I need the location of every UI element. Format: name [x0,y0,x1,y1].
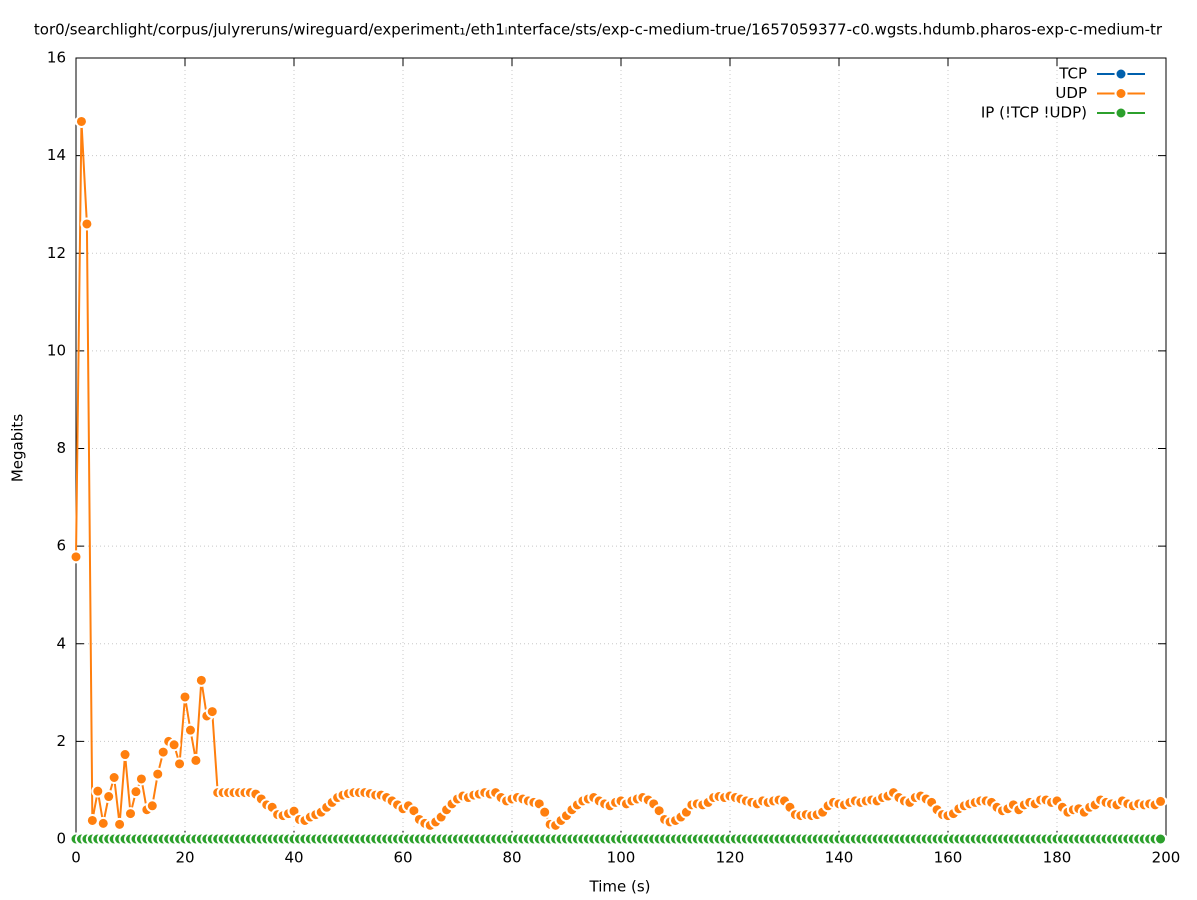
data-point [129,785,143,799]
y-tick-label: 0 [56,830,66,848]
x-axis-label: Time (s) [589,878,651,896]
data-point [96,816,110,830]
x-tick-label: 140 [825,849,854,867]
data-point [178,690,192,704]
y-tick-label: 10 [47,341,66,359]
data-point [173,757,187,771]
y-tick-label: 14 [47,146,66,164]
x-tick-label: 200 [1152,849,1181,867]
legend-marker [1114,106,1128,120]
legend-marker [1114,87,1128,100]
y-tick-label: 16 [47,49,66,67]
legend-label: UDP [1055,84,1087,102]
data-point [167,738,181,752]
y-tick-label: 8 [56,439,66,457]
x-tick-label: 0 [71,849,81,867]
x-tick-label: 180 [1043,849,1072,867]
data-point [145,799,159,813]
y-tick-label: 12 [47,244,66,262]
data-point [189,753,203,767]
legend-label: TCP [1058,65,1087,83]
data-point [102,790,116,804]
data-point [1154,794,1168,808]
y-axis-label: Megabits [9,414,27,482]
y-tick-label: 2 [56,732,66,750]
data-point [151,767,165,781]
data-point [85,813,99,827]
x-tick-label: 120 [716,849,745,867]
data-point [183,723,197,737]
y-tick-label: 6 [56,537,66,555]
data-point [118,748,132,762]
data-point [80,217,94,231]
data-point [156,745,170,759]
x-tick-label: 40 [284,849,303,867]
data-point [107,770,121,784]
data-point [194,673,208,687]
series-line [75,121,1162,827]
x-tick-label: 160 [934,849,963,867]
data-point [538,805,552,819]
legend-label: IP (!TCP !UDP) [981,104,1087,122]
data-point [69,550,83,564]
data-point [91,784,105,798]
data-point [74,114,88,128]
data-point [134,772,148,786]
y-tick-label: 4 [56,634,66,652]
chart-title: tor0/searchlight/corpus/julyreruns/wireg… [34,21,1163,39]
data-point [1154,832,1168,846]
x-tick-label: 60 [393,849,412,867]
data-point [205,705,219,719]
legend-marker [1114,67,1128,81]
x-tick-label: 100 [607,849,636,867]
data-point [124,807,137,821]
x-tick-label: 80 [502,849,521,867]
x-tick-label: 20 [175,849,194,867]
data-point [113,817,127,831]
